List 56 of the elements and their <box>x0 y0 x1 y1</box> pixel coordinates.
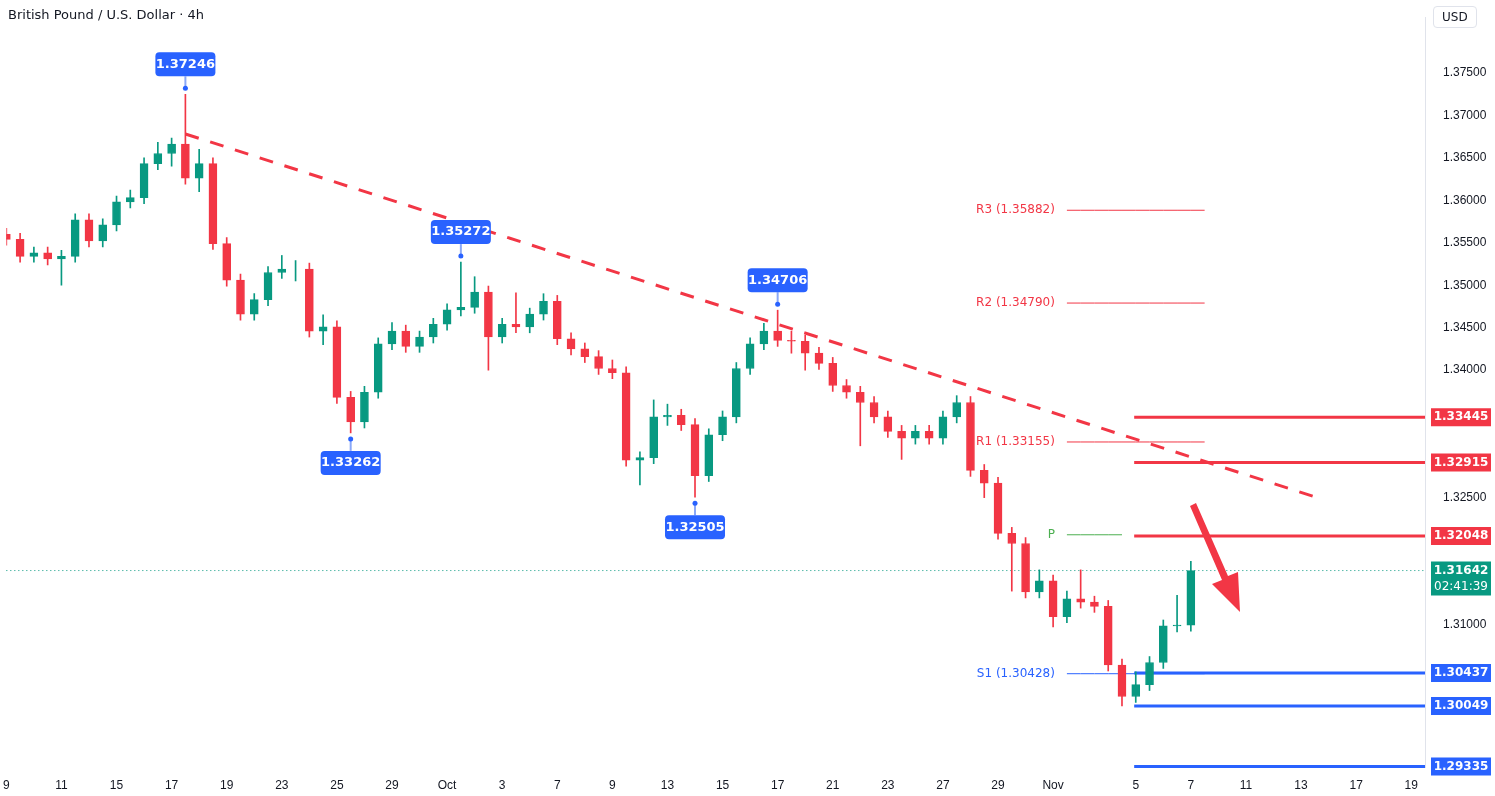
x-tick-label: 17 <box>770 778 785 793</box>
x-tick-label: 15 <box>715 778 730 793</box>
y-tick-label: 1.37000 <box>1443 107 1487 122</box>
x-tick-label: 29 <box>991 778 1006 793</box>
series-label: R1 (1.33155) <box>976 434 1055 449</box>
x-tick-label: 5 <box>1132 778 1140 793</box>
x-tick-label: 21 <box>826 778 840 793</box>
series-label: S1 (1.30428) <box>976 665 1055 680</box>
annotation: 1.33262 <box>321 454 381 470</box>
series-label: R3 (1.35882) <box>976 202 1055 217</box>
ref-line-label: 1.31642 <box>1433 562 1489 577</box>
ref-line-label: 1.32048 <box>1433 528 1489 543</box>
ref-line-label: 1.29335 <box>1433 758 1489 773</box>
chart-title: British Pound / U.S. Dollar · 4h <box>8 7 205 22</box>
x-tick-label: 25 <box>330 778 344 793</box>
ref-line-label: 1.33445 <box>1433 409 1489 424</box>
x-tick-label: 9 <box>609 778 617 793</box>
annotation: 1.34706 <box>748 271 808 287</box>
x-tick-label: 9 <box>2 778 10 793</box>
y-tick-label: 1.35000 <box>1443 277 1487 292</box>
x-tick-label: 7 <box>1187 778 1195 793</box>
series-label: P <box>1047 526 1055 541</box>
x-tick-label: 11 <box>1239 778 1253 793</box>
x-tick-label: 15 <box>109 778 124 793</box>
x-tick-label: 27 <box>936 778 950 793</box>
y-tick-label: 1.34500 <box>1443 320 1487 335</box>
x-tick-label: 19 <box>220 778 234 793</box>
series-label: R2 (1.34790) <box>976 295 1055 310</box>
y-tick-label: 1.34000 <box>1443 362 1487 377</box>
x-tick-label: 17 <box>164 778 179 793</box>
x-tick-label: 11 <box>55 778 68 793</box>
annotation: 1.35272 <box>431 223 491 239</box>
x-tick-label: 23 <box>275 778 289 793</box>
y-tick-label: 1.36000 <box>1443 192 1487 207</box>
y-tick-label: 1.31000 <box>1443 617 1487 632</box>
ref-line-label: 1.30437 <box>1433 665 1489 680</box>
text: 02:41:39 <box>1434 578 1488 593</box>
x-tick-label: 17 <box>1349 778 1364 793</box>
x-tick-label: 29 <box>385 778 399 793</box>
ref-line-label: 1.30049 <box>1433 698 1489 713</box>
x-tick-label: 13 <box>1294 778 1309 793</box>
x-tick-label: 23 <box>881 778 895 793</box>
x-tick-label: 19 <box>1404 778 1419 793</box>
ref-line-label: 1.32915 <box>1433 454 1489 469</box>
annotation: 1.37246 <box>155 55 215 71</box>
x-tick-label: 3 <box>498 778 506 793</box>
x-tick-label: 13 <box>660 778 675 793</box>
x-tick-label: Oct <box>437 778 458 793</box>
annotation: 1.32505 <box>665 518 725 534</box>
y-tick-label: 1.37500 <box>1443 65 1487 80</box>
y-axis-title: USD <box>1433 6 1477 28</box>
y-tick-label: 1.36500 <box>1443 150 1487 165</box>
y-tick-label: 1.32500 <box>1443 489 1487 504</box>
y-tick-label: 1.35500 <box>1443 235 1487 250</box>
x-tick-label: Nov <box>1042 778 1064 793</box>
x-tick-label: 7 <box>553 778 561 793</box>
